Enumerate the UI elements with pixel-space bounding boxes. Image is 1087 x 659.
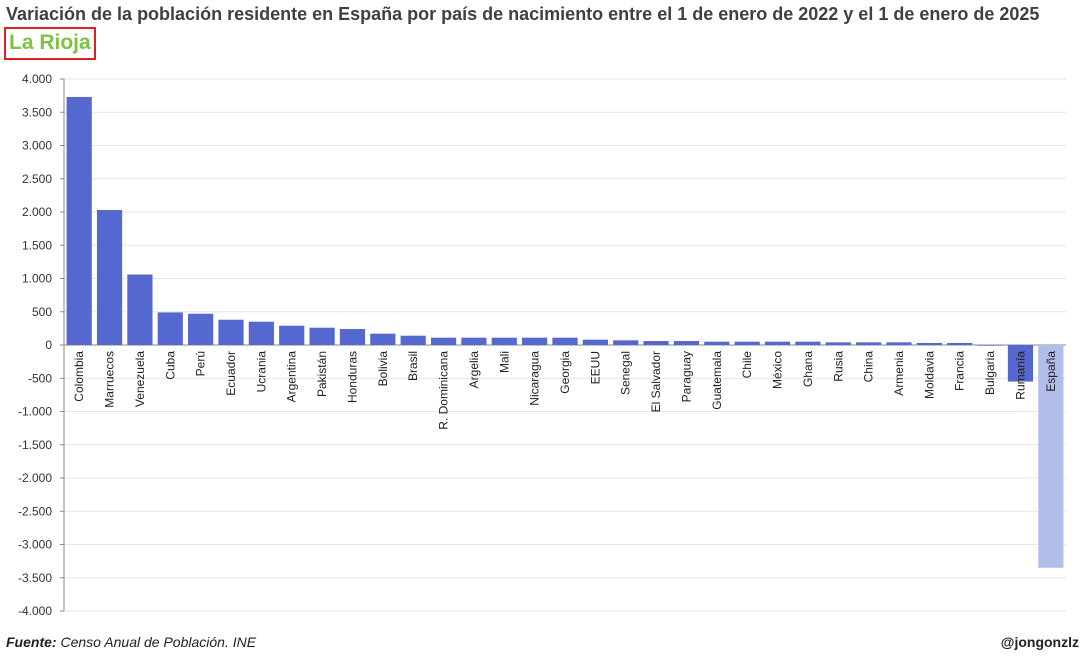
y-tick-label: 4.000: [22, 72, 52, 86]
x-tick-label: Pakistán: [315, 351, 329, 397]
x-axis-labels: Colombia Marruecos Venezuela Cuba Perú Ecuado…: [72, 351, 1058, 430]
bar-chart: 4.000 3.500 3.000 2.500 2.000 1.500 1.000 500 0 -…: [18, 72, 1066, 618]
bar-Bolivia: [370, 333, 396, 345]
bar-Paraguay: [673, 341, 700, 345]
y-tick-label: -4.000: [18, 604, 52, 618]
x-tick-label: Francia: [953, 351, 967, 391]
y-tick-label: -1.000: [18, 405, 52, 419]
x-tick-label: Rusia: [831, 351, 845, 382]
bar-España: [1038, 345, 1064, 568]
bar-Nicaragua: [522, 337, 548, 345]
y-tick-label: -1.500: [18, 438, 52, 452]
bar-Ucrania: [248, 321, 274, 345]
x-tick-label: EEUU: [588, 351, 602, 384]
x-tick-label: España: [1044, 351, 1058, 392]
x-tick-label: Ecuador: [224, 351, 238, 396]
y-tick-label: 0: [45, 338, 52, 352]
x-tick-label: Guatemala: [710, 351, 724, 410]
bar-Ghana: [795, 341, 821, 345]
bar-Georgia: [552, 337, 578, 345]
source-label: Fuente:: [6, 634, 57, 650]
bar-Francia: [947, 343, 973, 345]
y-tick-label: -500: [28, 371, 52, 385]
bar-Perú: [188, 313, 214, 345]
x-tick-label: Ucrania: [254, 351, 268, 393]
author-credit: @jongonzlz: [1000, 634, 1079, 650]
bar-Rusia: [825, 342, 851, 345]
x-tick-label: Bulgaria: [983, 351, 997, 395]
x-tick-label: Nicaragua: [528, 351, 542, 406]
bar-El Salvador: [643, 341, 669, 345]
bar-China: [856, 342, 882, 345]
bar-Honduras: [339, 329, 366, 345]
x-tick-label: Paraguay: [679, 351, 693, 402]
y-tick-label: 1.000: [22, 272, 52, 286]
y-tick-label: -3.000: [18, 538, 52, 552]
x-tick-label: Honduras: [345, 351, 359, 403]
bar-EEUU: [582, 339, 608, 345]
x-tick-label: Argelia: [467, 351, 481, 389]
x-tick-label: Mali: [497, 351, 511, 373]
bar-Mali: [491, 337, 517, 345]
y-axis: 4.000 3.500 3.000 2.500 2.000 1.500 1.000 500 0 -…: [18, 72, 1066, 618]
y-tick-label: 2.000: [22, 205, 52, 219]
chart-title: Variación de la población residente en E…: [6, 4, 1040, 24]
x-tick-label: Moldavia: [922, 351, 936, 399]
bar-Venezuela: [127, 274, 153, 345]
x-tick-label: Brasil: [406, 351, 420, 381]
x-tick-label: México: [771, 351, 785, 389]
bar-Cuba: [157, 312, 183, 345]
x-tick-label: Georgia: [558, 351, 572, 394]
bars: [66, 96, 1064, 568]
bar-Argentina: [279, 325, 305, 345]
y-tick-label: 3.500: [22, 105, 52, 119]
y-tick-label: 2.500: [22, 172, 52, 186]
x-tick-label: Armenia: [892, 351, 906, 396]
y-tick-label: 3.000: [22, 139, 52, 153]
bar-Pakistán: [309, 327, 335, 345]
y-tick-label: -2.000: [18, 471, 52, 485]
x-tick-label: China: [862, 351, 876, 383]
x-tick-label: Colombia: [72, 351, 86, 402]
bar-Guatemala: [704, 341, 730, 345]
x-tick-label: Cuba: [163, 351, 177, 380]
bar-Colombia: [66, 96, 92, 345]
x-tick-label: Chile: [740, 351, 754, 379]
y-tick-label: 1.500: [22, 238, 52, 252]
y-tick-label: 500: [32, 305, 52, 319]
bar-Brasil: [400, 335, 426, 345]
x-tick-label: Bolivia: [376, 351, 390, 387]
x-tick-label: Perú: [194, 351, 208, 376]
bar-Rumanía: [1007, 345, 1034, 382]
bar-México: [764, 341, 791, 345]
x-tick-label: El Salvador: [649, 351, 663, 412]
bar-Armenia: [886, 342, 912, 345]
source-note: Fuente: Censo Anual de Población. INE: [6, 634, 256, 650]
x-tick-label: Argentina: [285, 351, 299, 403]
bar-Senegal: [613, 340, 639, 345]
bar-Marruecos: [96, 210, 123, 345]
bar-Ecuador: [218, 319, 244, 345]
bar-R. Dominicana: [430, 337, 457, 345]
y-tick-label: -2.500: [18, 504, 52, 518]
x-tick-label: Rumanía: [1013, 351, 1027, 400]
bar-Argelia: [461, 337, 487, 345]
chart-subtitle: La Rioja: [4, 27, 96, 60]
bar-Moldavia: [916, 343, 942, 345]
x-tick-label: Ghana: [801, 351, 815, 387]
x-tick-label: Senegal: [619, 351, 633, 395]
source-text: Censo Anual de Población. INE: [60, 634, 257, 650]
y-tick-label: -3.500: [18, 571, 52, 585]
bar-Bulgaria: [977, 345, 1003, 346]
bar-Chile: [734, 341, 760, 345]
x-tick-label: Marruecos: [103, 351, 117, 408]
x-tick-label: Venezuela: [133, 351, 147, 407]
x-tick-label: R. Dominicana: [437, 351, 451, 430]
